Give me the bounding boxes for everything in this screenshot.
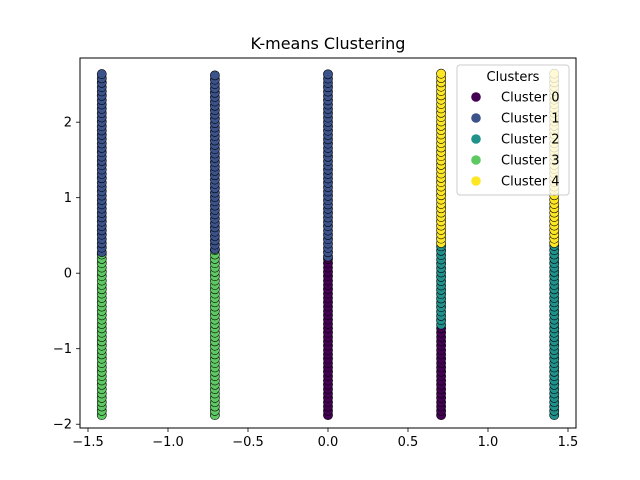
legend-entries: Cluster 0 Cluster 1 Cluster 2 Cluster 3 Clus… [471,91,560,190]
legend-marker-cluster-1 [471,113,481,123]
y-axis: −2 −1 0 1 2 [53,116,80,433]
legend-label-cluster-2: Cluster 2 [501,133,560,148]
y-tick-label: −2 [53,418,72,433]
x-tick-label: −1.0 [152,435,184,450]
chart-title: K-means Clustering [251,34,406,53]
legend-label-cluster-3: Cluster 3 [501,154,560,169]
scatter-point-cluster-1 [96,69,107,79]
x-tick-label: 0.5 [398,435,419,450]
scatter-point-cluster-1 [209,70,220,81]
legend-marker-cluster-3 [471,155,481,165]
y-tick-label: 1 [64,191,72,206]
legend-marker-cluster-4 [471,176,481,186]
y-tick-label: 2 [64,116,72,131]
x-tick-label: −0.5 [232,435,264,450]
y-tick-label: 0 [64,267,72,282]
legend-label-cluster-0: Cluster 0 [501,91,560,106]
legend-label-cluster-1: Cluster 1 [501,112,560,127]
legend-title: Clusters [487,70,540,85]
x-tick-label: −1.5 [72,435,104,450]
scatter-point-cluster-1 [323,69,333,80]
legend-marker-cluster-0 [471,92,481,102]
x-tick-label: 1.0 [478,435,499,450]
x-axis: −1.5 −1.0 −0.5 0.0 0.5 1.0 1.5 [72,428,578,450]
x-tick-label: 1.5 [558,435,579,450]
scatter-point-cluster-4 [436,68,447,79]
legend-box [456,64,570,196]
y-tick-label: −1 [53,342,72,357]
legend-label-cluster-4: Cluster 4 [501,175,560,190]
legend-marker-cluster-2 [471,134,481,144]
x-tick-label: 0.0 [318,435,339,450]
